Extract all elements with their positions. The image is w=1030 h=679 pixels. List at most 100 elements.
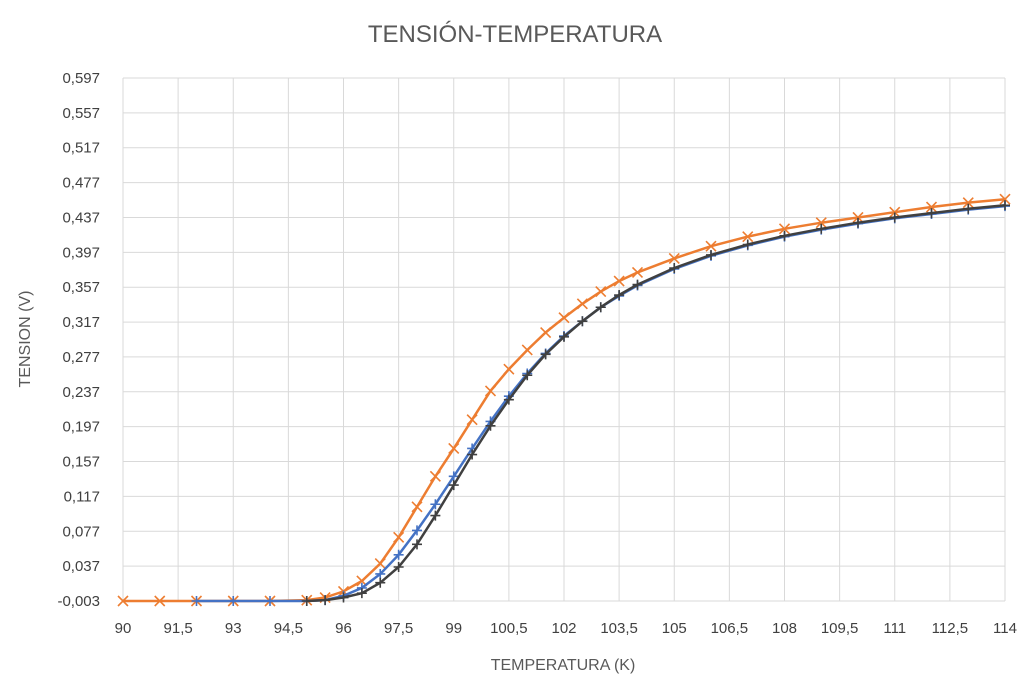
data-point-marker [374,557,386,570]
y-axis-title: TENSION (V) [17,291,34,388]
data-point-marker [191,596,202,606]
x-tick-label: 94,5 [274,620,303,637]
data-point-marker [595,285,607,298]
data-point-marker [1000,200,1010,211]
data-point-marker [668,252,680,265]
data-point-marker [448,442,460,455]
data-point-marker [375,577,386,588]
x-tick-label: 96 [335,620,352,637]
data-point-marker [375,568,386,579]
series-1 [117,193,1011,607]
data-point-marker [412,539,422,550]
y-tick-label: 0,277 [62,349,100,366]
y-tick-label: 0,237 [62,384,100,401]
data-point-marker [779,230,790,241]
data-point-marker [576,298,588,310]
data-point-marker [503,363,515,375]
data-point-marker [430,499,441,510]
x-tick-label: 100,5 [490,620,528,637]
data-point-marker [466,414,478,426]
x-tick-label: 103,5 [600,620,638,637]
series-line [123,197,1006,603]
x-tick-label: 102 [551,620,576,637]
y-tick-label: 0,037 [62,558,100,575]
data-point-marker [632,279,643,290]
data-point-marker [614,290,625,301]
data-point-marker [595,302,606,313]
y-tick-label: 0,437 [62,209,100,226]
data-point-marker [522,370,533,381]
x-tick-label: 90 [115,620,132,637]
x-tick-label: 109,5 [821,620,859,637]
data-point-marker [613,275,625,287]
data-point-marker [503,394,514,405]
x-tick-label: 97,5 [384,620,413,637]
data-point-marker [540,326,552,339]
data-point-marker [925,201,938,213]
chart-title: TENSIÓN-TEMPERATURA [368,21,662,48]
data-point-marker [742,231,754,243]
data-point-marker [393,531,405,543]
data-point-marker [705,240,717,252]
data-point-marker [320,595,331,606]
data-point-marker [338,592,349,603]
data-point-marker [228,596,239,606]
data-point-marker [484,385,497,397]
x-tick-label: 91,5 [164,620,193,637]
data-point-marker [816,223,827,234]
y-tick-label: 0,157 [62,454,100,471]
data-point-marker [706,249,716,260]
data-point-marker [448,480,459,491]
y-tick-label: 0,557 [62,105,100,122]
data-point-marker [448,471,459,482]
data-point-marker [577,316,588,327]
data-point-marker [815,217,827,229]
data-point-marker [926,208,937,219]
x-axis-ticks: 90 91,5 93 94,5 96 97,5 99 100,5 102 103,5 105 106,… [115,620,1017,637]
data-point-marker [889,206,901,218]
data-point-marker [430,510,441,521]
data-point-marker [889,212,900,223]
data-point-marker [521,344,533,356]
y-axis-ticks: -0,003 0,037 0,077 0,117 0,157 0,197 0,237 0,27… [57,70,100,610]
x-tick-label: 108 [772,620,797,637]
data-series [117,193,1011,607]
data-point-marker [999,193,1011,205]
data-point-marker [540,349,551,360]
y-tick-label: 0,077 [62,523,100,540]
data-point-marker [467,449,478,460]
data-point-marker [154,595,166,607]
data-point-marker [558,312,570,324]
data-point-marker [853,217,863,228]
data-point-marker [778,223,791,235]
data-point-marker [265,596,275,606]
y-tick-label: 0,317 [62,314,100,331]
x-axis-title: TEMPERATURA (K) [491,657,636,674]
x-tick-label: 93 [225,620,242,637]
data-point-marker [852,211,864,224]
y-tick-label: -0,003 [57,593,100,610]
data-point-marker [117,595,129,607]
data-point-marker [962,197,974,209]
y-tick-label: 0,397 [62,244,100,261]
data-point-marker [301,596,312,606]
x-tick-label: 105 [662,620,687,637]
data-point-marker [393,549,404,560]
data-point-marker [631,266,644,278]
x-tick-label: 111 [883,620,906,637]
x-tick-label: 99 [445,620,462,637]
y-tick-label: 0,477 [62,175,100,192]
data-point-marker [559,331,569,342]
series-line [196,204,1006,603]
x-tick-label: 114 [993,620,1017,637]
y-tick-label: 0,357 [62,279,100,296]
y-tick-label: 0,197 [62,419,100,436]
data-point-marker [485,420,496,431]
data-point-marker [742,239,753,250]
data-point-marker [669,263,680,274]
x-tick-label: 106,5 [711,620,749,637]
y-tick-label: 0,517 [62,140,100,157]
data-point-marker [411,501,423,513]
data-point-marker [412,525,422,536]
